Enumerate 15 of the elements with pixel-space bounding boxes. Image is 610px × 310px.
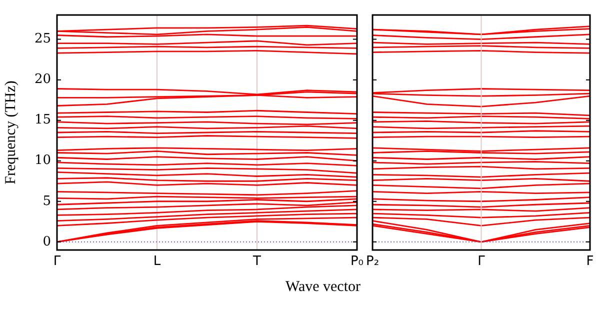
x-tick-label: F [586, 254, 594, 270]
x-tick-label: Γ [53, 254, 62, 270]
x-tick-label: Γ [478, 254, 486, 270]
y-tick-label: 15 [34, 112, 51, 128]
x-tick-label: P₂ [366, 254, 380, 270]
y-tick-label: 5 [42, 194, 51, 209]
x-tick-label: P₀ [350, 254, 364, 270]
y-axis-title: Frequency (THz) [2, 80, 19, 184]
y-tick-label: 20 [34, 72, 51, 88]
y-tick-label: 25 [34, 32, 51, 47]
y-tick-label: 10 [34, 153, 51, 168]
x-tick-label: L [153, 254, 162, 270]
x-tick-label: T [252, 254, 262, 270]
x-axis-title: Wave vector [284, 279, 362, 296]
y-tick-label: 0 [42, 234, 51, 250]
